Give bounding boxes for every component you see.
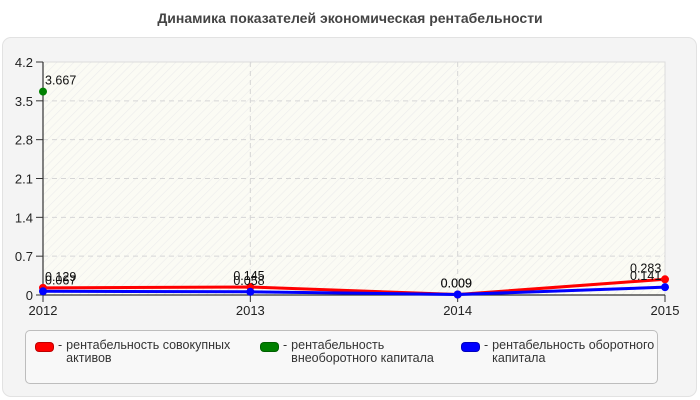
data-label: 0.283 [630,261,661,275]
x-tick-label: 2015 [651,303,680,318]
series-line [42,277,666,297]
data-point [661,275,669,284]
blue-swatch-icon [461,342,480,352]
data-point [453,290,462,299]
data-label: 0.009 [441,277,472,291]
x-tick-label: 2012 [29,303,58,318]
data-label: 0.058 [233,274,264,288]
legend: - рентабельность совокупных активов - ре… [25,330,658,384]
y-tick-label: 2.1 [15,172,33,187]
legend-item-noncurrent-capital[interactable]: - рентабельность внеоборотного капитала [260,339,456,365]
legend-item-total-assets[interactable]: - рентабельность совокупных активов [35,339,246,365]
legend-item-working-capital[interactable]: - рентабельность оборотного капитала [461,339,672,365]
y-tick-label: 1.4 [15,210,33,225]
legend-label: рентабельность совокупных активов [66,338,231,365]
y-tick-label: 0 [26,288,33,303]
chart-title: Динамика показателей экономическая рента… [157,10,543,26]
data-label: 3.667 [45,74,76,88]
y-tick-label: 2.8 [15,133,33,148]
data-label: 0.141 [630,269,661,283]
data-label: 0.067 [45,273,76,287]
data-point [661,283,669,292]
data-point [39,87,47,96]
data-label: 0.129 [45,270,76,284]
data-point [246,287,255,296]
data-point [39,287,47,296]
green-swatch-icon [260,342,279,352]
y-tick-label: 4.2 [15,55,33,70]
series-line [42,285,666,297]
red-swatch-icon [35,342,54,352]
data-label: 0.145 [233,269,264,283]
legend-label: рентабельность внеоборотного капитала [291,338,434,365]
x-tick-label: 2013 [236,303,265,318]
axes: 0 0.7 1.4 2.1 2.8 3.5 4.2 2012 2013 2014 2015 [15,55,680,318]
legend-label: рентабельность оборотного капитала [492,338,655,365]
series-lines [39,87,669,299]
y-tick-label: 0.7 [15,249,33,264]
grid-lines [43,62,665,295]
data-label: 0.009 [441,277,472,291]
y-tick-label: 3.5 [15,94,33,109]
x-tick-label: 2014 [443,303,472,318]
